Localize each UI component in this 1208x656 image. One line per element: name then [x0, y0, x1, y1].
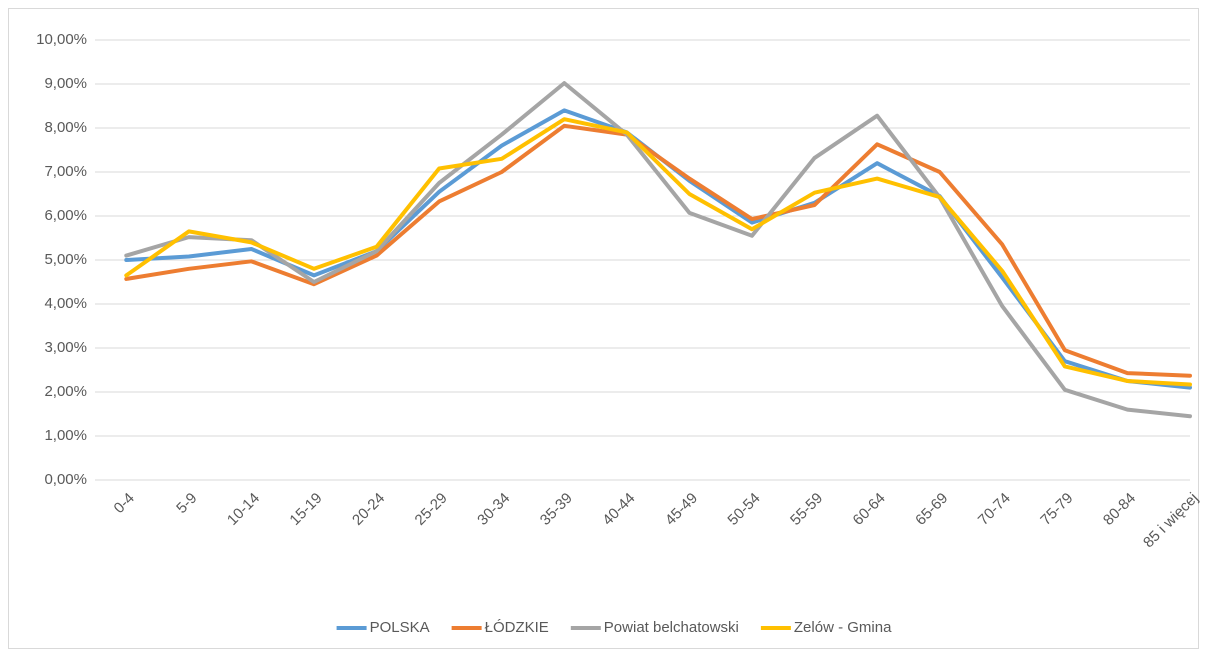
legend-label: Zelów - Gmina	[794, 619, 892, 636]
y-tick-label: 2,00%	[44, 383, 87, 400]
y-tick-label: 6,00%	[44, 207, 87, 224]
series-line	[124, 81, 1192, 419]
legend-label: POLSKA	[370, 619, 430, 636]
y-tick-label: 3,00%	[44, 339, 87, 356]
y-tick-label: 9,00%	[44, 75, 87, 92]
legend: POLSKA ŁÓDZKIE Powiat belchatowski Zelów - …	[336, 619, 892, 636]
legend-label: Powiat belchatowski	[604, 619, 739, 636]
y-tick-label: 0,00%	[44, 471, 87, 488]
y-tick-label: 7,00%	[44, 163, 87, 180]
y-tick-label: 4,00%	[44, 295, 87, 312]
series-line	[124, 117, 1192, 387]
y-tick-label: 10,00%	[36, 31, 87, 48]
y-tick-label: 5,00%	[44, 251, 87, 268]
y-tick-label: 1,00%	[44, 427, 87, 444]
legend-label: ŁÓDZKIE	[485, 619, 549, 636]
series-line	[124, 123, 1192, 378]
y-tick-label: 8,00%	[44, 119, 87, 136]
